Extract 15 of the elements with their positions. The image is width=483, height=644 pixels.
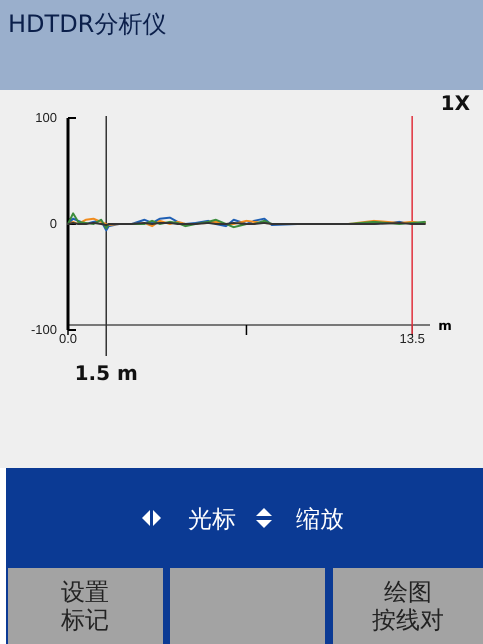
chart-title: HDTDR分析仪 xyxy=(8,10,166,38)
text: 设置 xyxy=(61,578,109,606)
text: 缩放 xyxy=(296,505,344,533)
ref-line-label: 1.5 m xyxy=(74,361,138,385)
x-tick-label: 13.5 xyxy=(400,331,425,346)
y-tick-label: -100 xyxy=(30,322,57,338)
text: 标记 xyxy=(60,606,109,634)
text: 绘图 xyxy=(384,578,432,606)
text: 光标 xyxy=(188,505,236,533)
x-axis-title: m xyxy=(438,319,452,334)
x-tick-label: 0.0 xyxy=(58,331,78,346)
y-tick-label: 100 xyxy=(35,110,57,126)
text: 1X xyxy=(440,91,471,115)
y-tick-label: 0 xyxy=(50,216,57,232)
text: 按线对 xyxy=(372,606,444,634)
